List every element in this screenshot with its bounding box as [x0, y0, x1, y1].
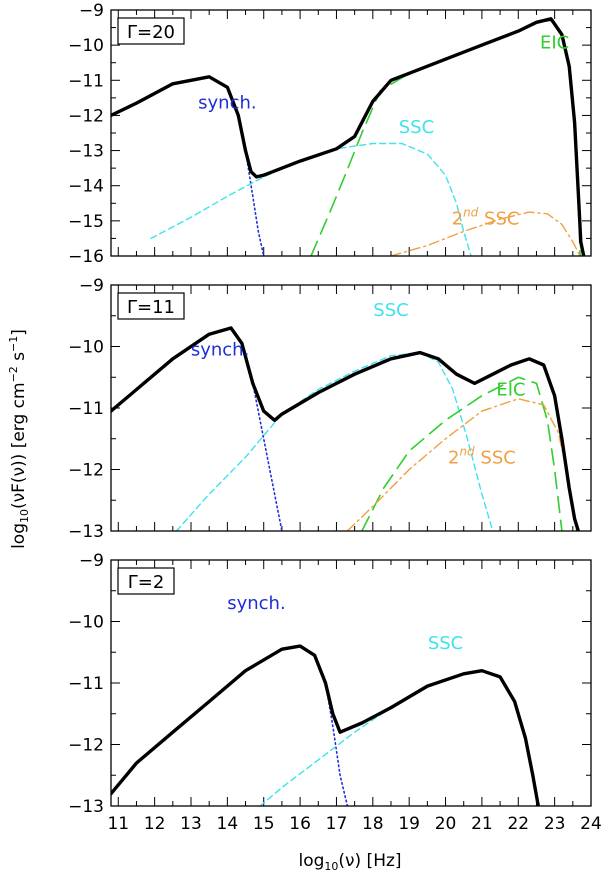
- ssc2-label: 2nd SSC: [448, 444, 516, 468]
- gamma-label-box: [117, 567, 175, 595]
- ssc-curve: [259, 670, 539, 806]
- x-tick-label: 11: [107, 814, 129, 834]
- y-tick-label: −11: [68, 674, 104, 694]
- ssc-label: SSC: [373, 300, 408, 321]
- curves: [111, 17, 586, 256]
- panel-2: −13 −12 −11 −10 −9 Γ=11 synch. SSC EIC 2nd SSC: [68, 276, 592, 542]
- plot-frame: [110, 9, 592, 257]
- x-tick-label: 13: [180, 814, 202, 834]
- gamma-label: Γ=2: [117, 567, 175, 595]
- x-tick-label: 17: [326, 814, 348, 834]
- total-curve: [111, 326, 580, 531]
- x-tick-label: 23: [544, 814, 566, 834]
- ssc2-label: 2nd SSC: [452, 205, 520, 229]
- x-tick-label: 12: [144, 814, 166, 834]
- x-tick-label: 15: [253, 814, 275, 834]
- x-axis-title: log10(ν) [Hz]: [298, 851, 401, 873]
- ssc-curve: [150, 142, 472, 256]
- y-tick-label: −9: [79, 551, 104, 571]
- x-tick-label: 21: [471, 814, 493, 834]
- eic-curve: [361, 376, 563, 531]
- gamma-label-text: Γ=20: [127, 22, 175, 43]
- panel-1: −16 −15 −14 −13 −12 −11 −10 −9 Γ=20 synch. SSC EIC 2…: [68, 1, 592, 267]
- y-axis-title: log10(νF(ν)) [erg cm−2 s−1]: [7, 329, 31, 549]
- y-tick-label: −13: [68, 522, 104, 542]
- y-tick-label: −14: [68, 177, 104, 197]
- plot-frame: [110, 559, 592, 807]
- curves: [111, 644, 540, 806]
- synch-label: synch.: [227, 593, 285, 614]
- x-tick-label: 19: [398, 814, 420, 834]
- x-tick-label: 18: [362, 814, 384, 834]
- plot-frame: [110, 284, 592, 532]
- x-tick-label: 22: [507, 814, 529, 834]
- eic-label: EIC: [540, 33, 569, 54]
- synch-label: synch.: [198, 92, 256, 113]
- y-tick-label: −9: [79, 1, 104, 21]
- y-tick-label: −16: [68, 247, 104, 267]
- y-tick-label: −12: [68, 736, 104, 756]
- y-tick-label: −10: [68, 613, 104, 633]
- gamma-label: Γ=20: [117, 17, 185, 45]
- curves: [111, 326, 580, 531]
- panels-group: −16 −15 −14 −13 −12 −11 −10 −9 Γ=20 synch. SSC EIC 2…: [68, 1, 602, 834]
- x-tick-label: 24: [580, 814, 602, 834]
- synch-label: synch.: [191, 340, 249, 361]
- ssc-label: SSC: [399, 117, 434, 138]
- x-tick-label: 16: [289, 814, 311, 834]
- ssc-label: SSC: [428, 633, 463, 654]
- total-curve: [111, 17, 586, 256]
- gamma-label-text: Γ=11: [127, 297, 175, 318]
- gamma-label-box: [117, 17, 185, 45]
- panel-3: 11 12 13 14 15 16 17 18 19 20 21 22 23 24 −13 −12 −11 −10…: [68, 551, 602, 834]
- ssc2-curve: [390, 211, 581, 256]
- y-tick-label: −15: [68, 212, 104, 232]
- x-tick-label: 20: [435, 814, 457, 834]
- y-tick-label: −11: [68, 71, 104, 91]
- y-tick-label: −10: [68, 36, 104, 56]
- eic-label: EIC: [496, 380, 525, 401]
- gamma-label-text: Γ=2: [128, 572, 165, 593]
- y-tick-label: −13: [68, 797, 104, 817]
- ssc-curve: [175, 351, 494, 531]
- x-tick-label: 14: [217, 814, 239, 834]
- y-tick-label: −12: [68, 106, 104, 126]
- y-tick-label: −11: [68, 399, 104, 419]
- total-curve: [111, 644, 540, 806]
- y-tick-label: −12: [68, 461, 104, 481]
- y-tick-label: −13: [68, 142, 104, 162]
- gamma-label: Γ=11: [117, 292, 185, 320]
- gamma-label-box: [117, 292, 185, 320]
- y-tick-label: −9: [79, 276, 104, 296]
- synch-curve: [111, 645, 349, 806]
- y-tick-label: −10: [68, 338, 104, 358]
